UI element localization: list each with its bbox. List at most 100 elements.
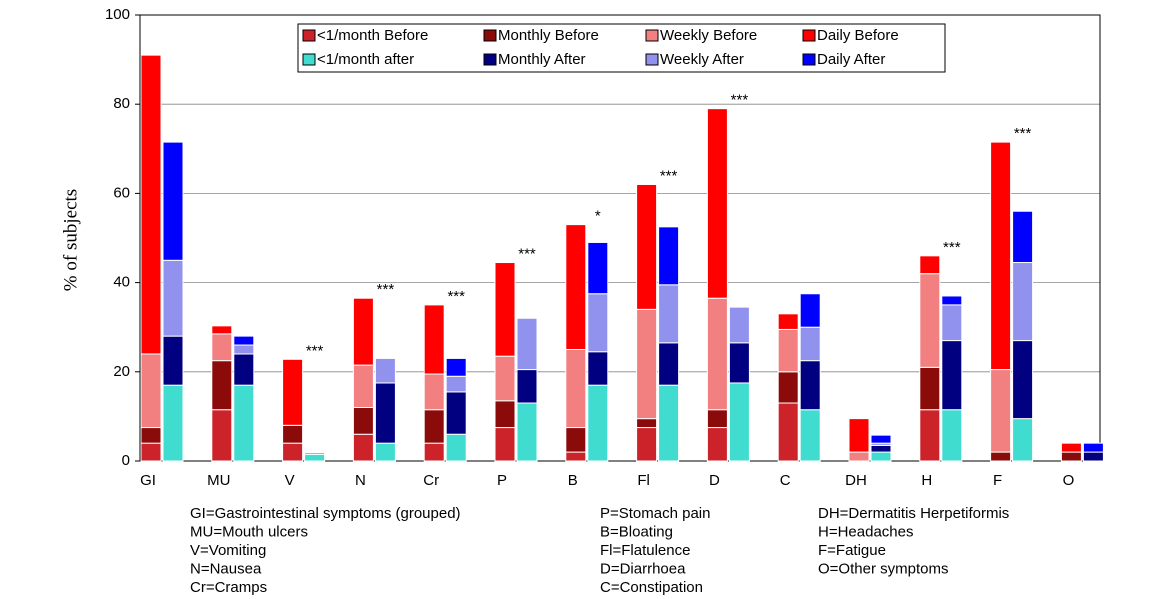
abbreviation: C=Constipation	[600, 579, 703, 596]
significance-label: *	[595, 208, 601, 225]
bar-segment	[658, 226, 680, 286]
abbreviation: MU=Mouth ulcers	[190, 523, 308, 540]
bar-segment	[211, 360, 233, 411]
bar-segment	[848, 451, 870, 462]
bar-segment	[374, 442, 396, 462]
legend-swatch	[302, 53, 316, 66]
x-tick-label: N	[355, 472, 366, 489]
bar-segment	[636, 183, 658, 310]
x-tick-label: Fl	[637, 472, 650, 489]
legend-box	[297, 23, 946, 73]
bar-segment	[728, 306, 750, 344]
bar-segment	[352, 433, 374, 462]
legend-swatch	[645, 29, 659, 42]
bar-segment	[919, 255, 941, 275]
bar-segment	[799, 409, 821, 462]
bar-segment	[799, 293, 821, 328]
bar-segment	[282, 442, 304, 462]
bar-segment	[777, 371, 799, 404]
bar-segment	[233, 384, 255, 462]
bar-segment	[919, 409, 941, 462]
bar-segment	[636, 418, 658, 429]
bar-segment	[658, 342, 680, 386]
x-tick-label: F	[993, 472, 1002, 489]
abbreviation: N=Nausea	[190, 560, 262, 577]
bar-segment	[990, 451, 1012, 462]
bar-segment	[587, 384, 609, 462]
significance-label: ***	[731, 92, 749, 109]
bar-segment	[140, 427, 162, 444]
bar-segment	[990, 141, 1012, 371]
bar-segment	[706, 427, 728, 462]
legend-swatch	[302, 29, 316, 42]
bar-segment	[870, 434, 892, 444]
x-tick-label: C	[780, 472, 791, 489]
bar-segment	[445, 391, 467, 435]
bar-segment	[565, 451, 587, 462]
bar-segment	[374, 382, 396, 444]
x-tick-label: V	[285, 472, 295, 489]
y-tick-label: 40	[113, 274, 130, 291]
bar-segment	[870, 451, 892, 462]
abbreviation: H=Headaches	[818, 523, 913, 540]
bar-segment	[941, 409, 963, 462]
bar-segment	[1060, 442, 1082, 453]
abbreviation: GI=Gastrointestinal symptoms (grouped)	[190, 505, 461, 522]
bar-segment	[423, 304, 445, 375]
bar-segment	[516, 369, 538, 404]
bar-segment	[445, 433, 467, 462]
bar-segment	[1082, 442, 1104, 453]
bar-segment	[799, 360, 821, 411]
y-tick-label: 80	[113, 95, 130, 112]
bar-segment	[494, 355, 516, 402]
legend-swatch	[483, 53, 497, 66]
legend-label: Daily After	[817, 51, 885, 68]
bar-segment	[1012, 418, 1034, 462]
bar-segment	[565, 427, 587, 453]
x-tick-label: D	[709, 472, 720, 489]
bar-segment	[728, 382, 750, 462]
y-tick-label: 0	[122, 452, 130, 469]
abbreviation: O=Other symptoms	[818, 560, 948, 577]
legend-label: <1/month Before	[317, 27, 428, 44]
x-tick-label: O	[1063, 472, 1075, 489]
bar-segment	[352, 297, 374, 366]
bar-segment	[304, 452, 326, 455]
bar-segment	[162, 141, 184, 261]
bar-segment	[706, 297, 728, 411]
x-tick-label: B	[568, 472, 578, 489]
bar-segment	[282, 358, 304, 426]
bar-segment	[941, 304, 963, 342]
bar-segment	[140, 54, 162, 355]
abbreviation: P=Stomach pain	[600, 505, 711, 522]
bar-segment	[799, 326, 821, 362]
bar-segment	[777, 328, 799, 373]
bar-segment	[636, 308, 658, 420]
bar-segment	[494, 427, 516, 462]
legend-label: Monthly After	[498, 51, 586, 68]
bar-segment	[423, 409, 445, 444]
legend-label: Daily Before	[817, 27, 899, 44]
x-tick-label: Cr	[423, 472, 439, 489]
bar-segment	[706, 108, 728, 299]
bar-segment	[1012, 340, 1034, 420]
x-tick-label: P	[497, 472, 507, 489]
significance-label: ***	[306, 342, 324, 359]
bar-segment	[636, 427, 658, 462]
bar-segment	[423, 373, 445, 411]
bar-segment	[140, 442, 162, 462]
bar-segment	[941, 295, 963, 306]
bar-segment	[140, 353, 162, 429]
bar-segment	[211, 333, 233, 362]
bar-segment	[658, 284, 680, 344]
bar-segment	[919, 273, 941, 368]
bar-segment	[565, 349, 587, 429]
bar-segment	[587, 293, 609, 353]
bar-segment	[304, 453, 326, 462]
abbreviation: F=Fatigue	[818, 542, 886, 559]
y-tick-label: 60	[113, 184, 130, 201]
legend-label: Weekly Before	[660, 27, 757, 44]
bar-segment	[728, 342, 750, 384]
